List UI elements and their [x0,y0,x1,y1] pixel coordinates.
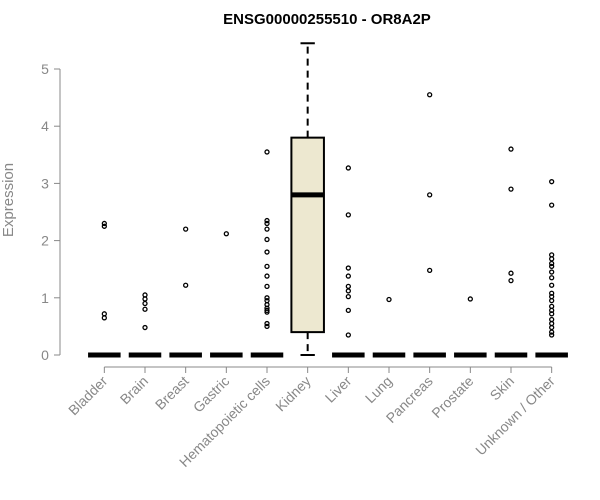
outlier-point [264,323,270,330]
group-kidney [290,42,325,356]
outlier-point [264,217,270,224]
outlier-point [264,283,270,290]
outlier-point [549,260,555,267]
outlier-point [264,249,270,255]
x-tick-label: Liver [322,373,355,406]
outlier-point [345,212,351,218]
y-tick-label: 2 [41,233,49,249]
outlier-point [264,295,270,301]
box-iqr [290,136,325,334]
x-tick-label: Skin [487,373,518,404]
outlier-point [345,265,351,271]
outlier-point [345,165,351,171]
outlier-point [223,231,229,237]
outlier-point [264,226,270,232]
plot-area [88,42,568,358]
outlier-point [142,324,148,331]
outlier-point [264,320,270,327]
outlier-point [467,296,473,302]
chart-title: ENSG00000255510 - OR8A2P [223,11,431,28]
x-tick-label: Kidney [272,373,314,415]
group-skin [494,146,528,358]
outlier-point [549,324,555,331]
outlier-point [508,186,514,192]
x-tick-label: Brain [117,373,151,407]
group-pancreas [413,92,446,358]
group-bladder [88,220,121,358]
outlier-point [345,307,351,314]
y-tick-label: 3 [41,175,49,191]
x-tick-label: Bladder [65,373,111,419]
outlier-point [549,263,555,269]
outlier-point [549,298,555,304]
group-prostate [454,296,487,358]
x-tick-label: Lung [362,373,395,406]
outlier-point [142,300,148,307]
x-tick-label: Prostate [428,373,476,421]
outlier-point [345,273,351,279]
outlier-point [345,294,351,300]
y-axis-title: Expression [0,163,17,237]
outlier-point [101,220,107,227]
outlier-point [549,332,555,338]
outlier-point [427,192,433,198]
outlier-point [101,223,107,229]
group-unknown-other [535,179,568,358]
outlier-point [549,275,555,281]
outlier-point [508,146,514,152]
outlier-point [345,288,351,294]
outlier-point [427,267,433,273]
group-liver [332,165,365,358]
y-tick-label: 1 [41,290,49,306]
y-tick-label: 0 [41,347,49,363]
outlier-point [264,273,270,279]
group-hematopoietic-cells [250,149,284,358]
outlier-point [264,236,270,243]
y-axis: 0 1 2 3 4 5 [41,61,61,363]
outlier-point [508,270,514,276]
outlier-point [549,202,555,208]
outlier-point [142,296,148,302]
outlier-point [386,296,392,303]
outlier-point [549,311,555,317]
outlier-point [345,332,351,338]
group-breast [169,226,202,358]
x-tick-label: Breast [152,373,192,413]
group-lung [372,296,406,358]
outlier-point [508,277,514,284]
outlier-point [264,149,270,155]
outlier-point [264,263,270,269]
outlier-point [101,315,107,321]
outlier-point [345,283,351,290]
outlier-point [142,306,148,312]
outlier-point [183,226,189,232]
outlier-point [549,256,555,262]
outlier-point [264,309,270,315]
y-tick-label: 4 [41,118,49,134]
outlier-point [264,220,270,227]
outlier-point [427,92,433,98]
outlier-point [549,179,555,185]
group-gastric [210,231,243,358]
outlier-point [549,329,555,335]
outlier-point [549,269,555,275]
outlier-point [183,282,189,288]
outlier-point [549,282,555,288]
group-brain [128,292,162,358]
y-tick-label: 5 [41,61,49,77]
